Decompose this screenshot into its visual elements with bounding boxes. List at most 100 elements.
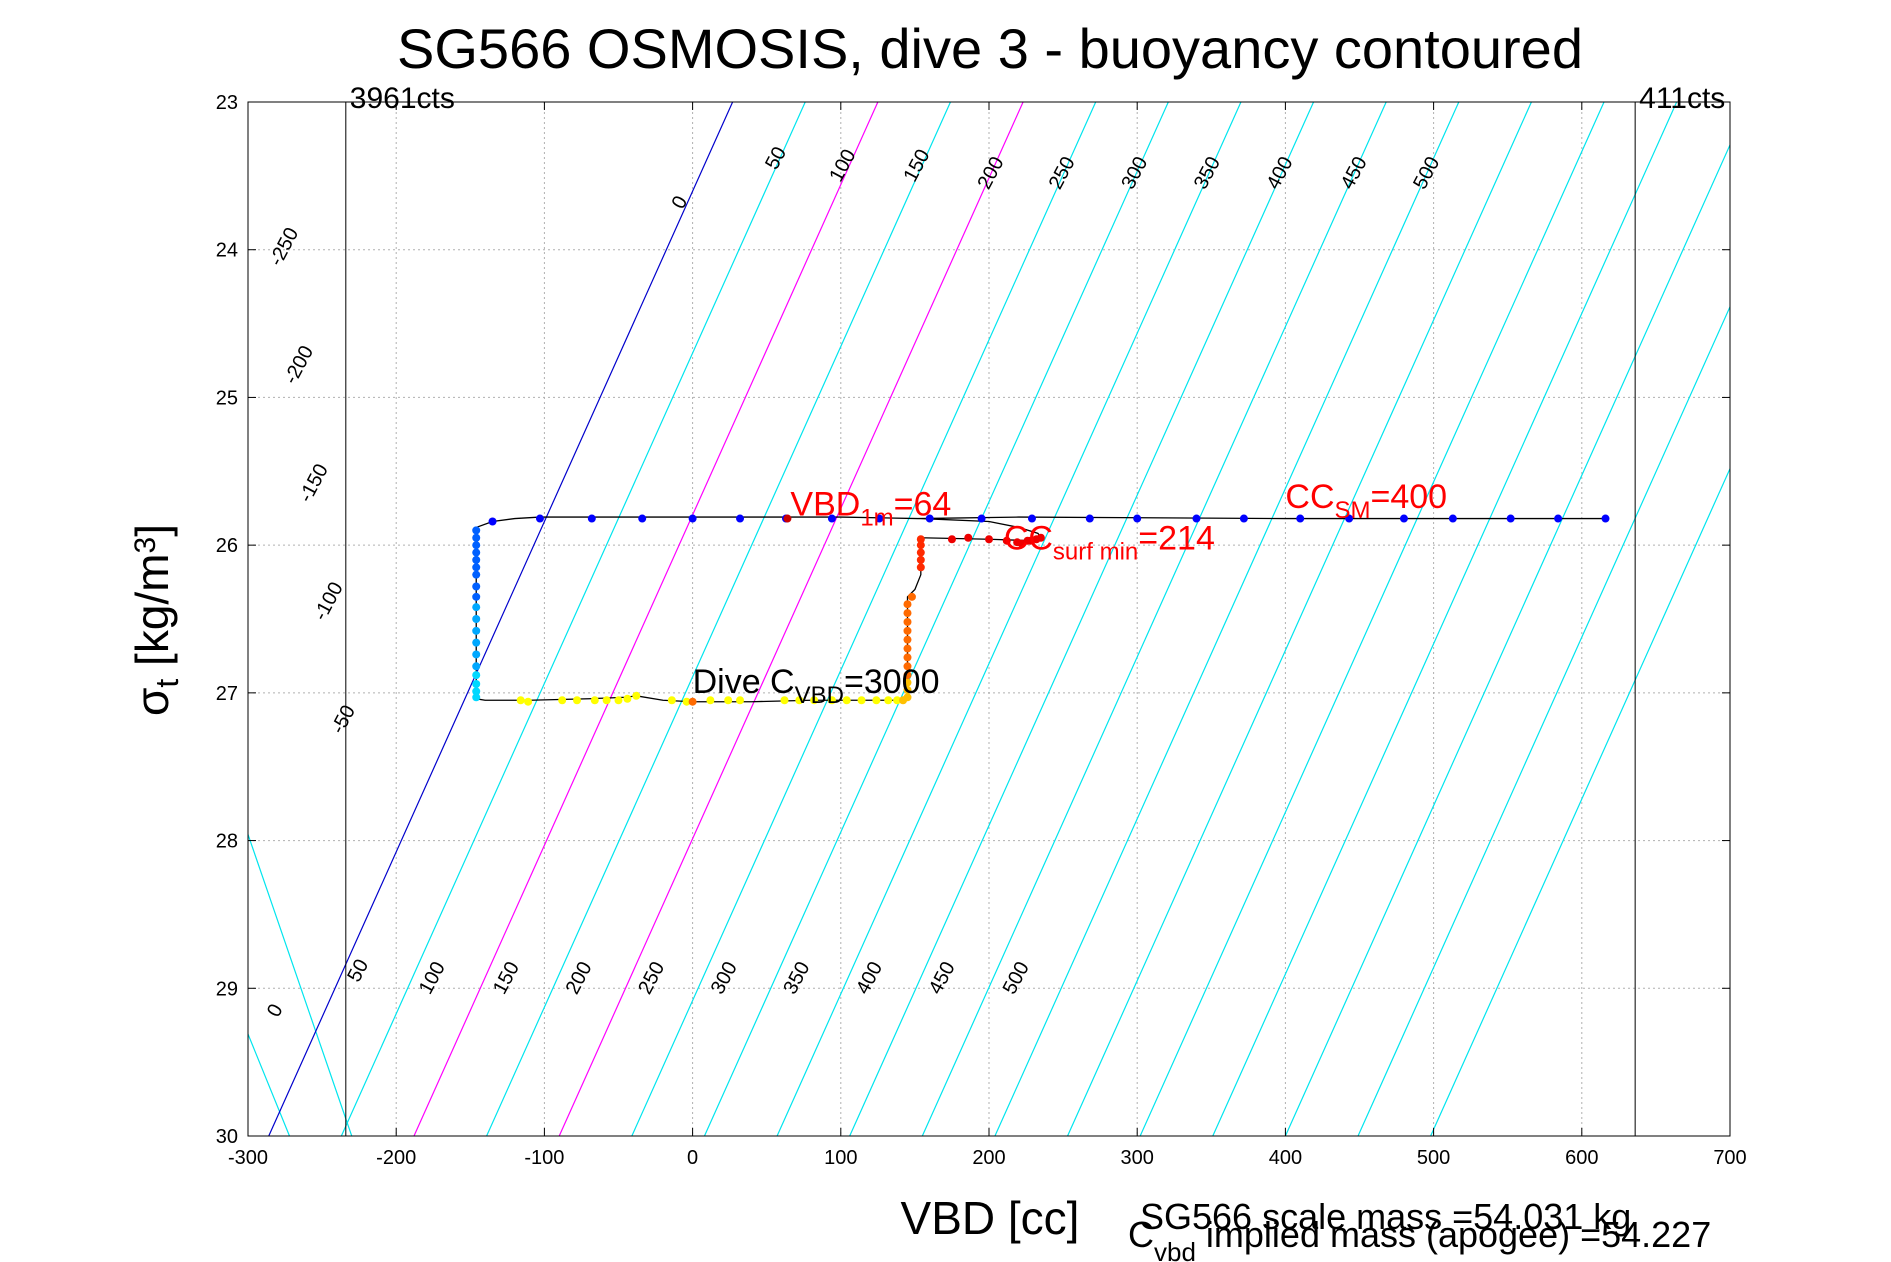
contour-label: 0 [263,1001,288,1021]
data-point [903,626,912,635]
y-tick-label: 28 [216,831,238,853]
contour-label: 350 [1190,153,1225,193]
y-axis-label-sub: t [149,679,185,688]
data-point [472,563,481,572]
contour-label: 300 [707,958,742,998]
x-tick-label: 700 [1713,1147,1746,1169]
x-tick-label: -100 [524,1147,564,1169]
data-point [587,514,596,523]
data-point [916,541,925,550]
data-point [947,535,956,544]
y-tick-label: 23 [216,92,238,114]
vbd-limit-label: 3961cts [350,82,455,115]
contour-label: 400 [1263,153,1298,193]
data-point [1017,539,1026,548]
scale-mass-text: SG566 scale mass =54.031 kg [1140,1196,1631,1237]
contour-line [849,102,1315,1136]
data-point [736,514,745,523]
y-tick-label: 25 [216,387,238,409]
data-point [1239,514,1248,523]
data-point [1085,514,1094,523]
data-point [810,696,819,705]
data-point [903,662,912,671]
data-point [472,526,481,535]
contour-line [1066,102,1532,1136]
data-point [623,694,632,703]
contour-label: 150 [489,958,524,998]
data-point [827,696,836,705]
y-tick-label: 26 [216,535,238,557]
contour-line [1139,102,1605,1136]
annotation-sub: SM [1335,497,1371,524]
data-point [903,693,912,702]
data-point [472,548,481,557]
contour-label: -50 [327,702,360,738]
annotation-base: Dive C [693,663,795,701]
x-tick-label: 300 [1121,1147,1154,1169]
data-point [472,693,481,702]
contour-line [413,102,879,1136]
grid [248,102,1730,1136]
data-point [916,548,925,557]
contour-label: 400 [852,958,887,998]
data-point [916,555,925,564]
data-point [903,644,912,653]
data-point [925,514,934,523]
data-point [903,600,912,609]
data-point [614,696,623,705]
data-point [1506,514,1515,523]
contour-label: 50 [761,143,791,173]
data-point [535,514,544,523]
contour-line [703,102,1169,1136]
data-point [472,662,481,671]
implied-mass-text: Cvbd implied mass (apogee) =54.227 [1128,1214,1711,1262]
annotation-sub: 1m [860,504,893,531]
data-point [1399,514,1408,523]
data-point [573,696,582,705]
annotation-sub: surf min [1053,538,1138,565]
data-point [903,685,912,694]
y-axis-label-sup: 3 [129,537,162,554]
data-point [590,696,599,705]
contour-line [776,102,1242,1136]
data-point [1027,514,1036,523]
annotation-label: CCsurf min=214 [1004,520,1215,566]
annotation-value: =64 [894,486,952,524]
contour-labels: -250 -200 -150 -100 -50 0 50 100 150 200 250 300 350… [263,143,1444,1020]
contour-label: 250 [634,958,669,998]
annotation-base: CC [1285,478,1334,516]
vbd-limit-lines: 3961cts 411cts [345,82,1725,1136]
data-point [472,671,481,680]
data-point [903,653,912,662]
y-tick-label: 27 [216,683,238,705]
y-axis-label-close: ] [126,524,178,537]
data-point [688,697,697,706]
data-point [842,696,851,705]
data-point [916,563,925,572]
contour-line [631,102,1097,1136]
data-point [795,696,804,705]
annotation-value: =3000 [844,663,940,701]
data-point [472,541,481,550]
x-axis-label: VBD [cc] [901,1192,1080,1244]
contour-label: -250 [265,224,303,270]
annotation-label: CCSM=400 [1285,478,1447,524]
data-point [472,687,481,696]
data-point [1345,514,1354,523]
data-point [632,691,641,700]
data-point [985,535,993,544]
data-point [893,696,902,705]
data-point [682,697,691,706]
y-tick-label: 29 [216,978,238,1000]
contour-line [486,102,952,1136]
data-point [827,514,836,523]
data-point [472,626,481,635]
x-tick-label: -300 [228,1147,268,1169]
data-point [872,696,881,705]
implied-mass-base: C [1128,1214,1154,1255]
annotation-base: CC [1004,520,1053,558]
data-point [667,696,676,705]
data-point [472,603,481,612]
data-point [472,638,481,647]
